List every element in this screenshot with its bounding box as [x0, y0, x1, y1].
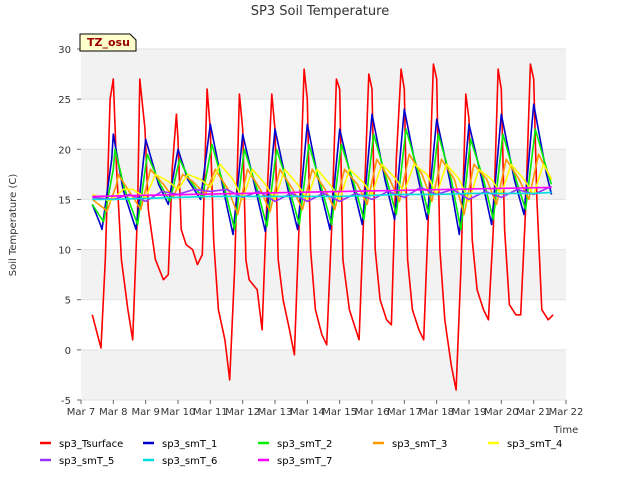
site-badge-box: [79, 33, 137, 52]
legend-label: sp3_smT_6: [162, 456, 217, 467]
x-tick-label: Mar 11: [193, 407, 228, 418]
site-badge: TZ_osu: [79, 33, 137, 52]
series-line-sp3_smT_4: [92, 163, 553, 203]
x-tick-label: Mar 10: [161, 407, 196, 418]
x-tick-label: Mar 15: [322, 407, 357, 418]
x-tick-label: Mar 13: [258, 407, 293, 418]
legend-label: sp3_Tsurface: [59, 439, 123, 450]
x-tick-label: Mar 9: [131, 407, 159, 418]
y-axis-title: Soil Temperature (C): [8, 174, 19, 277]
series-line-sp3_Tsurface: [91, 63, 554, 391]
data-series-lines: [91, 63, 554, 391]
y-tick-label: 20: [58, 145, 71, 156]
legend-label: sp3_smT_1: [162, 439, 217, 450]
x-tick-label: Mar 14: [290, 407, 325, 418]
plot-band: [81, 199, 566, 250]
plot-band: [81, 299, 566, 350]
y-axis-ticks: -5 0 5 10 15 20 25 30: [58, 45, 81, 407]
y-tick-label: 0: [65, 346, 71, 357]
legend: sp3_Tsurface sp3_smT_1 sp3_smT_2 sp3_smT_3 s…: [40, 439, 562, 467]
y-tick-label: -5: [61, 396, 71, 407]
site-badge-text: TZ_osu: [87, 36, 130, 49]
x-tick-label: Mar 7: [67, 407, 95, 418]
plot-band: [81, 349, 566, 400]
x-tick-label: Mar 17: [387, 407, 422, 418]
series-line-sp3_smT_5: [92, 185, 552, 203]
y-tick-label: 10: [58, 246, 71, 257]
x-tick-label: Mar 8: [99, 407, 127, 418]
chart-title: SP3 Soil Temperature: [251, 4, 389, 19]
y-tick-label: 30: [58, 45, 71, 56]
legend-label: sp3_smT_7: [277, 456, 332, 467]
y-tick-label: 5: [65, 296, 71, 307]
x-tick-label: Mar 19: [452, 407, 487, 418]
x-tick-label: Mar 18: [419, 407, 454, 418]
x-tick-label: Mar 21: [516, 407, 551, 418]
y-tick-label: 25: [58, 95, 71, 106]
series-line-sp3_smT_2: [91, 128, 553, 231]
y-tick-label: 15: [58, 195, 71, 206]
legend-label: sp3_smT_5: [59, 456, 114, 467]
legend-label: sp3_smT_4: [507, 439, 562, 450]
plot-band: [81, 249, 566, 300]
x-tick-label: Mar 12: [225, 407, 260, 418]
legend-label: sp3_smT_2: [277, 439, 332, 450]
series-line-sp3_smT_7: [92, 186, 552, 198]
legend-label: sp3_smT_3: [392, 439, 447, 450]
plot-band: [81, 99, 566, 150]
x-tick-label: Mar 16: [355, 407, 390, 418]
series-line-sp3_smT_6: [92, 191, 552, 201]
x-tick-label: Mar 20: [484, 407, 519, 418]
x-axis-title: Time: [553, 425, 578, 436]
plot-band: [81, 49, 566, 100]
x-tick-label: Mar 22: [549, 407, 584, 418]
